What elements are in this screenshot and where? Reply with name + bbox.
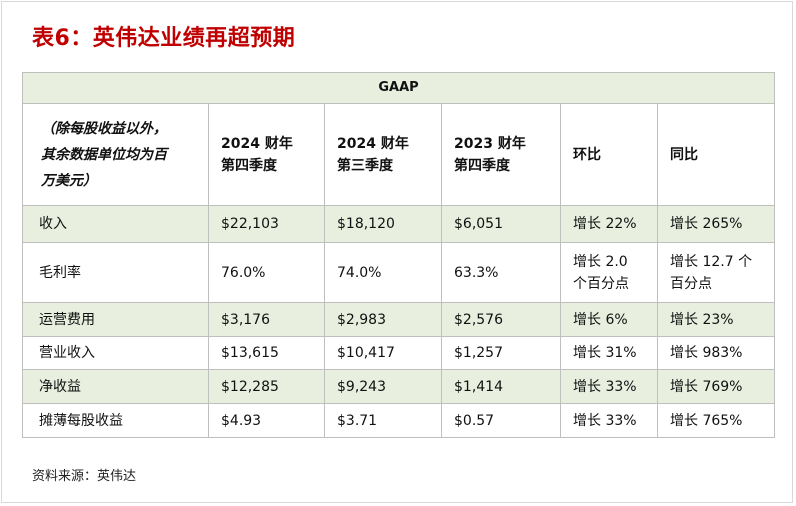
cell-line: 个百分点 [573,275,629,292]
table-cell: $10,417 [324,336,442,370]
row-label: 运营费用 [22,302,209,337]
table-cell: 增长 23% [656,302,776,337]
table-row: 运营费用 $3,176 $2,983 $2,576 增长 6% 增长 23% [22,302,776,337]
gaap-header-row: GAAP [21,72,776,104]
unit-note-line: 万美元） [41,172,97,189]
gaap-label: GAAP [21,72,776,104]
table-cell: 76.0% [208,242,325,303]
cell-line: 增长 12.7 个 [670,253,753,270]
unit-note-line: 其余数据单位均为百 [41,146,167,163]
row-label: 摊薄每股收益 [22,403,209,438]
col-header-qoq: 环比 [560,103,658,206]
col-header-line: 第四季度 [454,157,510,174]
table-cell: $2,983 [324,302,442,337]
earnings-table: GAAP （除每股收益以外， 其余数据单位均为百 万美元） 2024 财年 第四… [21,72,776,438]
col-header-fy2024-q4: 2024 财年 第四季度 [208,103,325,206]
cell-line: 增长 2.0 [573,253,628,270]
table-row: 净收益 $12,285 $9,243 $1,414 增长 33% 增长 769% [22,369,776,404]
table-cell: 增长 33% [560,369,658,404]
unit-note-line: （除每股收益以外， [41,120,167,137]
table-cell: 增长 12.7 个 百分点 [656,242,776,303]
table-row: 营业收入 $13,615 $10,417 $1,257 增长 31% 增长 98… [22,336,776,370]
table-cell: 增长 769% [656,369,776,404]
table-cell: $6,051 [441,205,561,243]
table-cell: 63.3% [441,242,561,303]
col-header-yoy: 同比 [656,103,776,206]
table-cell: $2,576 [441,302,561,337]
table-cell: $22,103 [208,205,325,243]
table-cell: $0.57 [441,403,561,438]
cell-line: 百分点 [670,275,712,292]
table-cell: 增长 765% [656,403,776,438]
row-label: 净收益 [22,369,209,404]
table-cell: $1,414 [441,369,561,404]
table-cell: 增长 31% [560,336,658,370]
row-label: 毛利率 [22,242,209,303]
table-cell: 增长 983% [656,336,776,370]
col-header-line: 第四季度 [221,157,277,174]
table-cell: $9,243 [324,369,442,404]
table-title: 表6：英伟达业绩再超预期 [32,26,296,51]
table-cell: 增长 265% [656,205,776,243]
col-header-line: 2024 财年 [337,135,409,152]
table-cell: $18,120 [324,205,442,243]
table-cell: 74.0% [324,242,442,303]
col-header-fy2024-q3: 2024 财年 第三季度 [324,103,442,206]
table-row: 毛利率 76.0% 74.0% 63.3% 增长 2.0 个百分点 增长 12.… [22,242,776,303]
table-cell: 增长 2.0 个百分点 [560,242,658,303]
table-cell: 增长 33% [560,403,658,438]
row-label: 收入 [22,205,209,243]
table-cell: $1,257 [441,336,561,370]
table-cell: $3,176 [208,302,325,337]
row-label: 营业收入 [22,336,209,370]
table-cell: 增长 6% [560,302,658,337]
table-cell: $3.71 [324,403,442,438]
table-cell: $4.93 [208,403,325,438]
table-cell: $13,615 [208,336,325,370]
col-header-fy2023-q4: 2023 财年 第四季度 [441,103,561,206]
table-row: 收入 $22,103 $18,120 $6,051 增长 22% 增长 265% [22,205,776,243]
table-cell: 增长 22% [560,205,658,243]
col-header-line: 第三季度 [337,157,393,174]
table-row: 摊薄每股收益 $4.93 $3.71 $0.57 增长 33% 增长 765% [22,403,776,438]
source-note: 资料来源：英伟达 [32,469,137,484]
unit-note: （除每股收益以外， 其余数据单位均为百 万美元） [22,103,209,206]
column-header-row: （除每股收益以外， 其余数据单位均为百 万美元） 2024 财年 第四季度 20… [22,103,776,206]
table-cell: $12,285 [208,369,325,404]
col-header-line: 2024 财年 [221,135,293,152]
col-header-line: 2023 财年 [454,135,526,152]
